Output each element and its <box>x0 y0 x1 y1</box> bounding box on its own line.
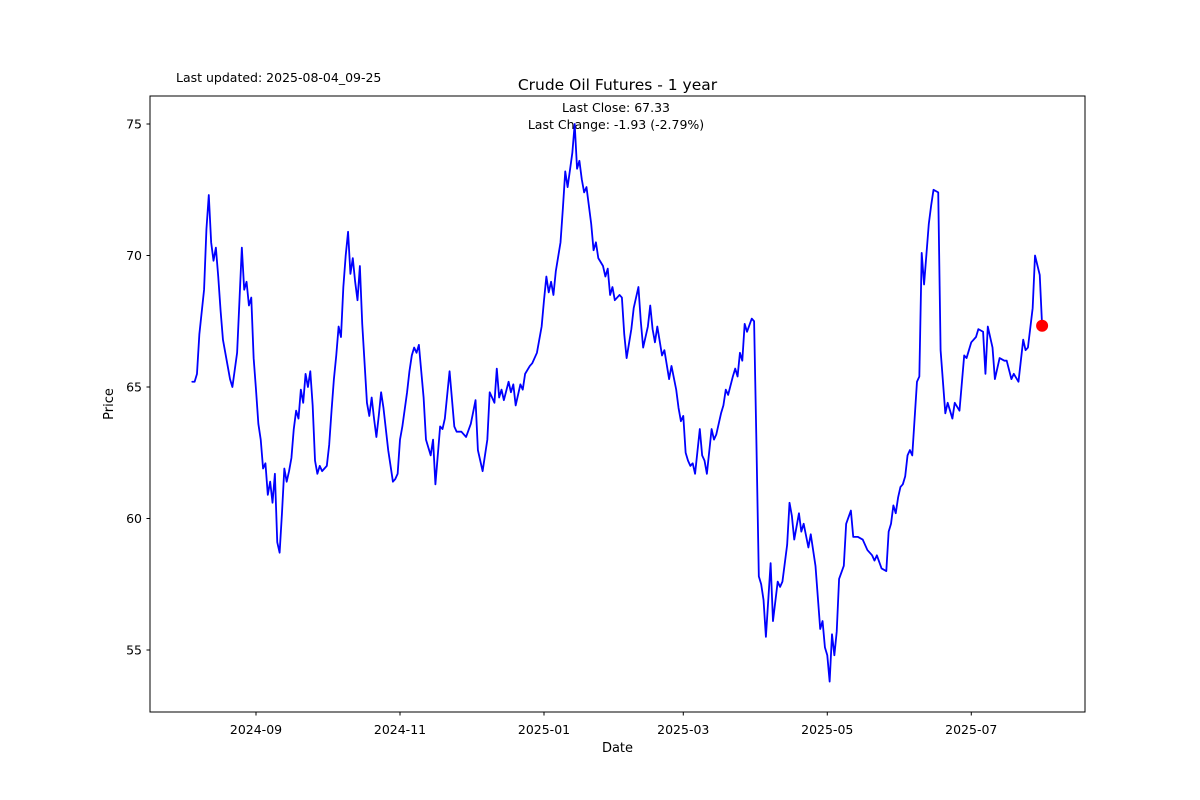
y-tick-label: 65 <box>126 380 142 395</box>
x-tick-label: 2024-11 <box>374 722 426 737</box>
y-tick-label: 60 <box>126 511 142 526</box>
y-tick-label: 75 <box>126 117 142 132</box>
chart-title: Crude Oil Futures - 1 year <box>518 76 718 94</box>
last-updated-annotation: Last updated: 2025-08-04_09-25 <box>176 70 381 85</box>
x-tick-label: 2024-09 <box>230 722 282 737</box>
y-axis-ticks: 55 60 65 70 75 <box>126 117 150 658</box>
x-tick-label: 2025-07 <box>945 722 997 737</box>
y-axis-label: Price <box>102 388 117 420</box>
y-tick-label: 70 <box>126 248 142 263</box>
price-line <box>191 123 1043 683</box>
x-tick-label: 2025-05 <box>801 722 853 737</box>
x-tick-label: 2025-01 <box>518 722 570 737</box>
x-axis-label: Date <box>602 741 633 756</box>
last-change-annotation: Last Change: -1.93 (-2.79%) <box>528 117 704 132</box>
x-tick-label: 2025-03 <box>657 722 709 737</box>
y-tick-label: 55 <box>126 643 142 658</box>
x-axis-ticks: 2024-09 2024-11 2025-01 2025-03 2025-05 2025-… <box>230 712 997 737</box>
last-close-annotation: Last Close: 67.33 <box>562 100 670 115</box>
plot-frame <box>149 95 1086 713</box>
last-price-marker <box>1036 319 1049 332</box>
